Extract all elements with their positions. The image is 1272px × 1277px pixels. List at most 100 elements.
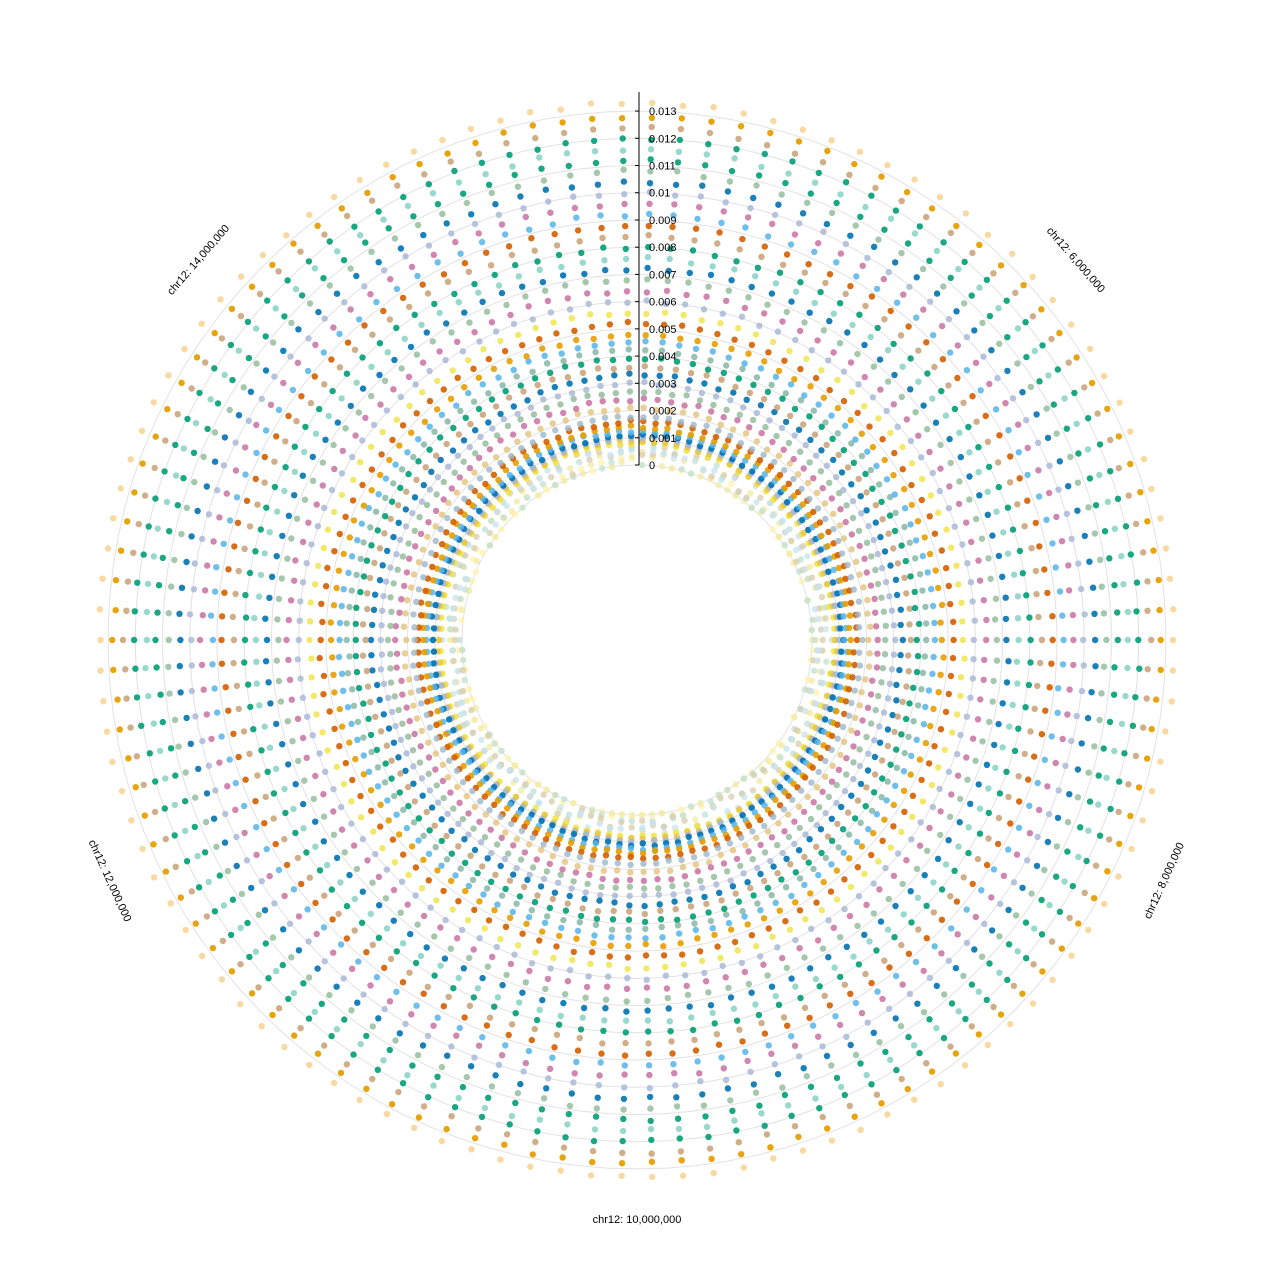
data-point	[344, 339, 352, 346]
data-point	[467, 852, 474, 859]
data-point	[261, 907, 269, 914]
data-point	[776, 907, 783, 914]
data-point	[865, 522, 872, 530]
data-point	[813, 489, 821, 496]
data-point	[1004, 550, 1012, 557]
data-point	[961, 655, 968, 662]
data-point	[799, 1147, 807, 1154]
data-point	[381, 779, 389, 786]
data-point	[798, 787, 805, 794]
data-point	[353, 668, 361, 676]
data-point	[922, 703, 929, 711]
data-point	[513, 373, 520, 380]
data-point	[339, 723, 346, 730]
data-point	[470, 544, 478, 552]
data-point	[921, 534, 928, 541]
data-point	[312, 843, 319, 850]
data-point	[177, 894, 184, 901]
data-point	[734, 947, 741, 954]
data-point	[620, 166, 627, 173]
data-point	[678, 856, 685, 864]
data-point	[953, 562, 960, 569]
data-point	[827, 705, 834, 713]
data-point	[648, 1158, 656, 1166]
data-point	[382, 760, 389, 767]
data-point	[387, 665, 394, 672]
data-point	[878, 173, 885, 180]
data-point	[434, 201, 442, 208]
data-point	[310, 795, 317, 803]
data-point	[770, 117, 777, 125]
data-point	[351, 895, 358, 903]
data-point	[813, 452, 820, 459]
data-point	[834, 404, 842, 412]
data-point	[954, 374, 961, 382]
data-point	[145, 692, 152, 700]
data-point	[1075, 450, 1082, 457]
data-point	[472, 769, 479, 776]
data-point	[365, 504, 372, 512]
data-point	[622, 1029, 629, 1036]
data-point	[1094, 410, 1101, 417]
data-point	[697, 1078, 704, 1085]
data-point	[833, 781, 840, 789]
data-point	[477, 433, 484, 441]
data-point	[718, 897, 725, 904]
data-point	[709, 925, 716, 932]
data-point	[491, 752, 499, 760]
data-point	[294, 715, 302, 722]
data-point	[338, 470, 346, 477]
data-point	[683, 982, 690, 990]
data-point	[768, 1050, 775, 1058]
data-point	[886, 964, 893, 971]
data-point	[321, 892, 328, 899]
data-point	[842, 240, 850, 248]
data-point	[1122, 692, 1129, 700]
data-point	[923, 339, 930, 346]
data-point	[143, 608, 151, 616]
data-point	[182, 827, 189, 835]
data-point	[757, 402, 765, 409]
data-point	[388, 775, 395, 782]
data-point	[870, 789, 878, 796]
data-point	[749, 828, 756, 835]
data-point	[807, 1083, 815, 1091]
data-point	[810, 407, 817, 414]
data-point	[230, 730, 237, 737]
data-point	[645, 1050, 652, 1057]
data-point	[999, 573, 1006, 580]
data-point	[984, 231, 992, 239]
data-point	[471, 1054, 478, 1061]
data-point	[811, 179, 819, 186]
data-point	[648, 114, 656, 122]
data-point	[855, 624, 863, 631]
data-point	[806, 495, 813, 503]
data-point	[275, 595, 283, 603]
data-point	[574, 410, 581, 418]
data-point	[1091, 636, 1099, 644]
data-point	[719, 310, 726, 317]
data-point	[823, 220, 831, 228]
data-point	[703, 372, 710, 379]
data-point	[716, 229, 723, 236]
y-tick-label: 0.008	[649, 242, 677, 254]
data-point	[599, 465, 606, 472]
data-point	[566, 966, 574, 974]
data-point	[138, 722, 145, 729]
data-point	[266, 529, 273, 536]
data-point	[593, 915, 601, 922]
data-point	[342, 425, 349, 432]
data-point	[810, 508, 817, 516]
data-point	[354, 999, 361, 1006]
data-point	[447, 789, 454, 796]
data-point	[245, 681, 252, 688]
data-point	[440, 271, 448, 278]
data-point	[388, 757, 395, 764]
data-point	[246, 523, 254, 530]
data-point	[993, 657, 1001, 664]
data-point	[241, 659, 248, 666]
data-point	[483, 249, 490, 256]
data-point	[347, 265, 354, 272]
data-point	[835, 451, 842, 459]
data-point	[1104, 498, 1112, 505]
